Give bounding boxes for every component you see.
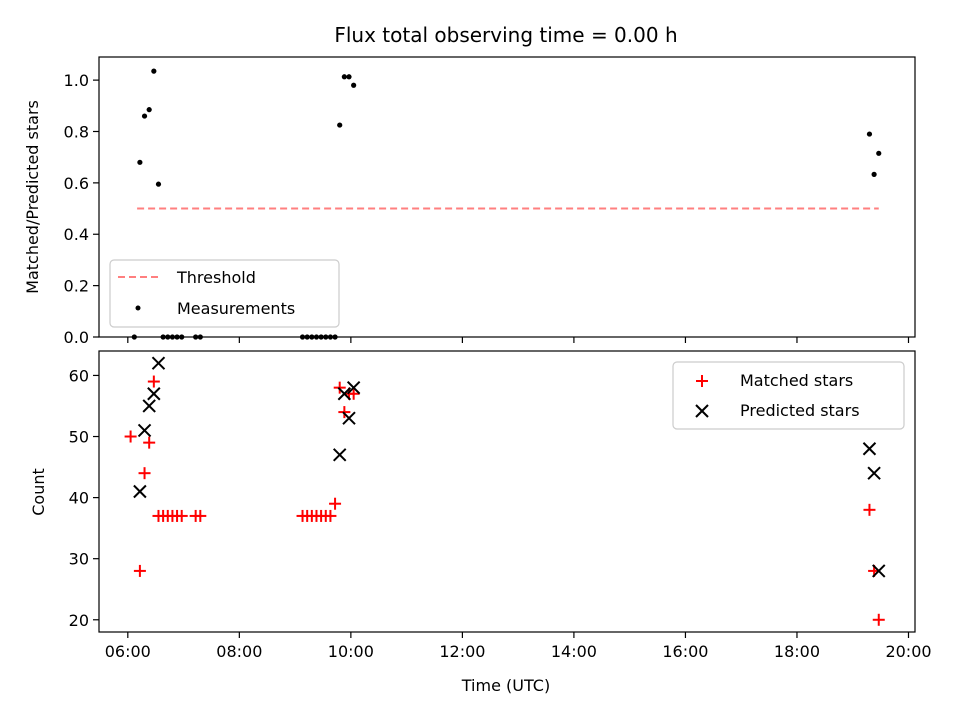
- matched-star-point: [194, 509, 207, 522]
- matched-star-point: [333, 381, 346, 394]
- matched-star-point: [143, 436, 156, 449]
- top-y-ticks: 0.0 0.2 0.4 0.6 0.8 1.0: [64, 71, 99, 347]
- measurement-point: [871, 171, 877, 177]
- predicted-star-point: [862, 442, 877, 456]
- bottom-y-axis-label: Count: [29, 468, 48, 516]
- bottom-y-tick-label: 40: [69, 489, 89, 508]
- legend-predicted-swatch: [695, 404, 709, 418]
- measurement-point: [337, 122, 343, 128]
- measurement-point: [341, 74, 347, 80]
- bottom-x-tick-label: 10:00: [328, 642, 374, 661]
- bottom-y-tick-label: 30: [69, 550, 89, 569]
- legend-threshold-label: Threshold: [176, 268, 256, 287]
- predicted-star-point: [342, 411, 356, 425]
- predicted-star-point: [147, 387, 161, 401]
- top-legend: Threshold Measurements: [109, 259, 340, 328]
- bottom-x-tick-label: 18:00: [774, 642, 820, 661]
- bottom-y-tick-label: 50: [69, 428, 89, 447]
- top-axes-frame: [98, 56, 916, 338]
- bottom-y-tick-label: 20: [69, 611, 89, 630]
- predicted-star-point: [151, 356, 166, 370]
- measurement-point: [876, 150, 882, 156]
- top-panel: Flux total observing time = 0.00 h 0.00.…: [23, 23, 916, 347]
- bottom-x-tick-label: 20:00: [885, 642, 931, 661]
- predicted-star-point: [333, 448, 347, 462]
- top-y-tick-label: 0.6: [64, 174, 89, 193]
- predicted-star-point: [872, 564, 886, 578]
- measurement-point: [351, 82, 357, 88]
- bottom-x-tick-label: 08:00: [216, 642, 262, 661]
- predicted-star-point: [346, 380, 361, 395]
- measurement-point: [146, 107, 152, 113]
- top-y-tick-label: 0.0: [64, 328, 89, 347]
- bottom-x-ticks: 06:00 08:00 10:00 12:00 14:00 16:00 18:00 20:00: [105, 632, 932, 661]
- top-y-tick-label: 1.0: [64, 71, 89, 90]
- matched-star-point: [124, 430, 137, 443]
- bottom-x-tick-label: 16:00: [662, 642, 708, 661]
- top-y-tick-label: 0.4: [64, 225, 89, 244]
- top-x-ticks: [127, 337, 910, 343]
- bottom-x-tick-label: 14:00: [551, 642, 597, 661]
- measurement-point: [141, 113, 148, 119]
- matched-star-point: [872, 613, 885, 626]
- predicted-star-point: [142, 399, 156, 413]
- legend-predicted-label: Predicted stars: [740, 401, 860, 420]
- bottom-x-tick-label: 06:00: [105, 642, 151, 661]
- measurement-point: [137, 159, 143, 165]
- matched-star-point: [175, 509, 188, 522]
- measurement-point: [151, 68, 157, 74]
- bottom-x-tick-label: 12:00: [439, 642, 485, 661]
- measurement-point: [155, 181, 162, 187]
- bottom-panel: 20 30 40 50 60 06:00 08:00 10:00 12:00 14:00 16:0…: [29, 350, 932, 695]
- top-legend-box: [109, 259, 340, 328]
- bottom-axes-frame: [98, 350, 916, 633]
- matched-star-point: [347, 387, 360, 400]
- matched-stars-points: [124, 375, 885, 626]
- predicted-star-point: [337, 387, 352, 401]
- matched-star-point: [133, 564, 146, 577]
- predicted-stars-points: [133, 356, 886, 578]
- predicted-star-point: [867, 466, 881, 480]
- bottom-y-tick-label: 60: [69, 366, 89, 385]
- bottom-legend: Matched stars Predicted stars: [672, 361, 905, 430]
- legend-measurements-label: Measurements: [177, 299, 295, 318]
- predicted-star-point: [137, 423, 152, 438]
- legend-measurements-swatch: [135, 305, 141, 311]
- matched-star-point: [324, 509, 337, 522]
- measurement-point: [346, 74, 352, 80]
- matched-star-point: [138, 467, 151, 480]
- matched-star-point: [338, 406, 351, 419]
- top-y-tick-label: 0.8: [64, 122, 89, 141]
- matched-star-point: [147, 375, 160, 388]
- matched-star-point: [863, 503, 876, 516]
- bottom-legend-box: [672, 361, 905, 430]
- bottom-y-ticks: 20 30 40 50 60: [69, 366, 99, 630]
- top-y-tick-label: 0.2: [64, 277, 89, 296]
- matched-star-point: [329, 497, 342, 510]
- legend-matched-swatch: [696, 375, 708, 387]
- bottom-x-axis-label: Time (UTC): [461, 676, 550, 695]
- measurement-point: [866, 131, 873, 137]
- legend-matched-label: Matched stars: [740, 371, 853, 390]
- top-y-axis-label: Matched/Predicted stars: [23, 100, 42, 294]
- predicted-star-point: [133, 484, 147, 499]
- chart-title: Flux total observing time = 0.00 h: [334, 23, 677, 47]
